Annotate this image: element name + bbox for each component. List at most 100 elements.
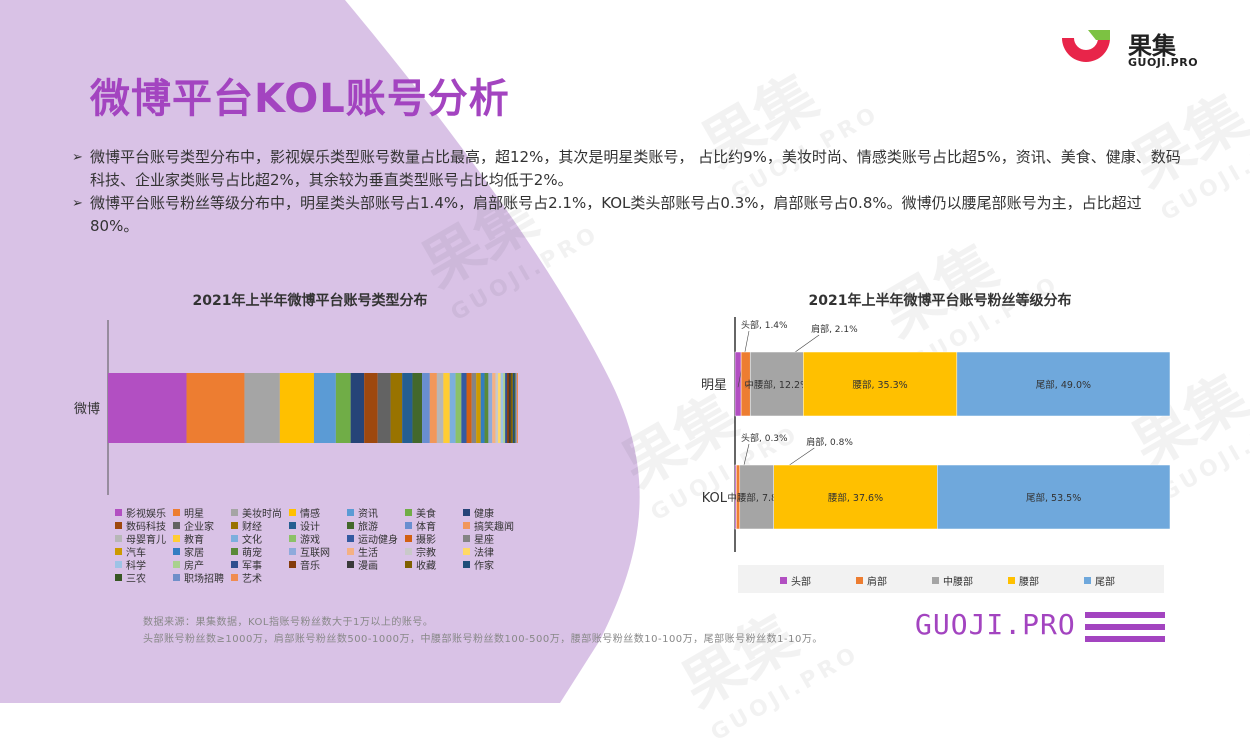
bar-segment: [455, 373, 462, 443]
data-label: 腰部, 35.3%: [852, 379, 907, 391]
legend-item: 数码科技: [115, 518, 166, 533]
legend-label: 情感: [300, 509, 320, 520]
legend-swatch: [231, 574, 238, 581]
legend-item: 美食: [405, 505, 436, 520]
bar-segment: [492, 373, 496, 443]
legend-item: 财经: [231, 518, 262, 533]
legend-swatch: [115, 574, 122, 581]
legend-item: 科学: [115, 557, 146, 572]
legend-swatch: [231, 548, 238, 555]
bar-segment: [461, 373, 467, 443]
bar-segment: [436, 373, 444, 443]
legend-item: 军事: [231, 557, 262, 572]
legend-item: 设计: [289, 518, 320, 533]
bar-segment: [279, 373, 314, 443]
legend-item: 收藏: [405, 557, 436, 572]
bar-segment: [350, 373, 365, 443]
legend-swatch: [289, 561, 296, 568]
bullet-text: 微博平台账号粉丝等级分布中，明星类头部账号占1.4%，肩部账号占2.1%，KOL…: [90, 194, 1142, 235]
data-label: 头部, 1.4%: [741, 319, 788, 331]
bar-segment: [505, 373, 508, 443]
data-label: 肩部, 0.8%: [806, 436, 853, 448]
data-label: 头部, 0.3%: [741, 432, 788, 444]
bar-segment: [749, 351, 804, 417]
bar-segment: [471, 373, 477, 443]
legend-item: 影视娱乐: [115, 505, 166, 520]
bar-segment: [516, 373, 518, 443]
bar-segment: [503, 373, 506, 443]
bar-segment: [512, 373, 515, 443]
legend-swatch: [231, 561, 238, 568]
bullet-item: ➢ 微博平台账号类型分布中，影视娱乐类型账号数量占比最高，超12%，其次是明星类…: [72, 146, 1182, 192]
legend-swatch: [115, 522, 122, 529]
legend-item: 音乐: [289, 557, 320, 572]
bar-segment: [390, 373, 403, 443]
legend-swatch: [1008, 577, 1015, 584]
bar-segment: [449, 373, 456, 443]
legend-item: 家居: [173, 544, 204, 559]
legend-label: 尾部: [1095, 577, 1115, 588]
legend-item: 摄影: [405, 531, 436, 546]
legend-item: 明星: [173, 505, 204, 520]
legend-item: 互联网: [289, 544, 330, 559]
data-label: 尾部, 49.0%: [1036, 379, 1091, 391]
bar-segment: [480, 373, 485, 443]
legend-item: 美妆时尚: [231, 505, 282, 520]
account-type-chart: 微博: [74, 320, 518, 495]
data-label: 尾部, 53.5%: [1026, 492, 1081, 504]
bar-segment: [515, 373, 517, 443]
legend-label: 汽车: [126, 548, 146, 559]
legend-swatch: [115, 535, 122, 542]
data-label: 肩部, 2.1%: [811, 323, 858, 335]
legend-swatch: [231, 522, 238, 529]
bar-segment: [510, 373, 513, 443]
legend-label: 财经: [242, 522, 262, 533]
bar-segment: [476, 373, 481, 443]
category-label: 明星: [701, 378, 727, 393]
legend-swatch: [463, 522, 470, 529]
legend-label: 萌宠: [242, 548, 262, 559]
legend-label: 作家: [474, 561, 494, 572]
legend-swatch: [405, 522, 412, 529]
legend-item: 文化: [231, 531, 262, 546]
legend-item: 尾部: [1084, 573, 1115, 588]
legend-label: 设计: [300, 522, 320, 533]
legend-item: 旅游: [347, 518, 378, 533]
legend-swatch: [231, 535, 238, 542]
legend-item: 三农: [115, 570, 146, 585]
legend-swatch: [347, 535, 354, 542]
legend-swatch: [289, 535, 296, 542]
bar-segment: [402, 373, 413, 443]
logo-name: 果集: [1128, 32, 1176, 60]
legend-swatch: [173, 535, 180, 542]
legend-item: 漫画: [347, 557, 378, 572]
chart1-title: 2021年上半年微博平台账号类型分布: [192, 293, 428, 309]
legend-swatch: [347, 561, 354, 568]
legend-label: 旅游: [358, 522, 378, 533]
legend-label: 摄影: [416, 535, 436, 546]
legend-item: 体育: [405, 518, 436, 533]
legend-label: 明星: [184, 509, 204, 520]
legend-swatch: [289, 509, 296, 516]
legend-item: 宗教: [405, 544, 436, 559]
legend-label: 腰部: [1019, 577, 1039, 588]
legend-swatch: [173, 522, 180, 529]
bar-segment: [429, 373, 437, 443]
bar-segment: [313, 373, 336, 443]
category-label: KOL: [702, 491, 728, 506]
legend-swatch: [347, 509, 354, 516]
legend-swatch: [115, 548, 122, 555]
legend-label: 艺术: [242, 574, 262, 585]
bar-segment: [377, 373, 391, 443]
legend-label: 体育: [416, 522, 436, 533]
bullet-text: 微博平台账号类型分布中，影视娱乐类型账号数量占比最高，超12%，其次是明星类账号…: [90, 148, 1181, 189]
legend-item: 运动健身: [347, 531, 398, 546]
legend-item: 作家: [463, 557, 494, 572]
legend-swatch: [405, 535, 412, 542]
legend-swatch: [115, 509, 122, 516]
legend-swatch: [780, 577, 787, 584]
legend-swatch: [463, 509, 470, 516]
arrow-icon: ➢: [72, 150, 83, 165]
legend-label: 健康: [474, 509, 494, 520]
legend-swatch: [347, 522, 354, 529]
